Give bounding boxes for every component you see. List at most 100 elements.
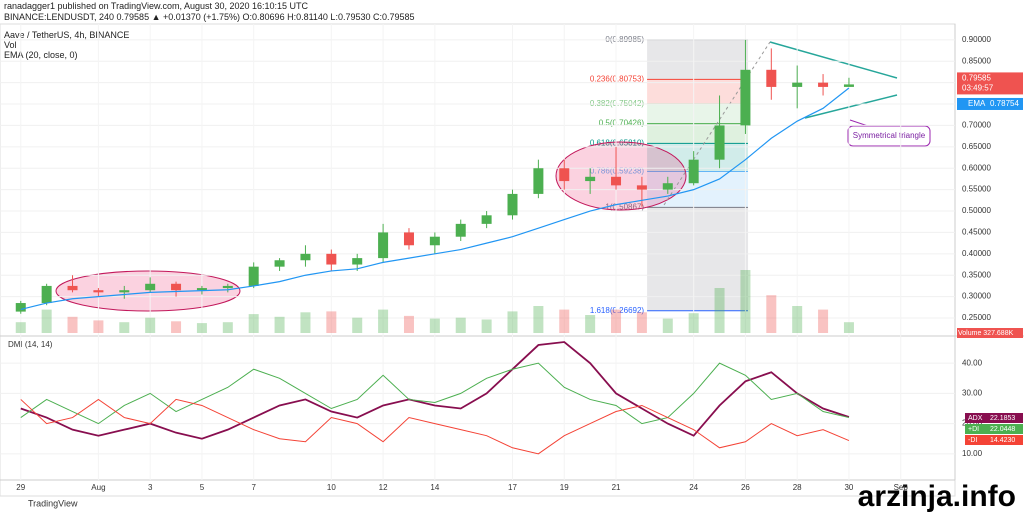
volume-bar	[585, 315, 596, 333]
volume-bar	[688, 313, 699, 333]
ema-legend: EMA (20, close, 0)	[4, 50, 78, 60]
volume-bar	[455, 317, 466, 333]
x-tick-label: 26	[741, 483, 750, 492]
fib-band	[647, 103, 749, 124]
x-tick-label: 7	[251, 483, 256, 492]
y-tick-label: 0.40000	[962, 249, 991, 258]
volume-bar	[171, 321, 182, 333]
fib-label: 0.5(0.70426)	[599, 119, 645, 128]
volume-bar	[352, 317, 363, 333]
volume-bar	[93, 320, 104, 333]
volume-bar	[119, 322, 130, 333]
fib-band	[647, 123, 749, 144]
volume-bar	[67, 316, 78, 333]
annotation: Symmetrical triangle	[853, 131, 926, 140]
x-tick-label: Aug	[91, 483, 105, 492]
candle-body	[533, 168, 544, 194]
fib-label: 0.236(0.80753)	[590, 75, 645, 84]
volume-bar	[611, 309, 622, 333]
x-tick-label: 29	[16, 483, 25, 492]
volume-bar	[843, 322, 854, 333]
candle-body	[171, 283, 182, 291]
candle-body	[300, 253, 311, 261]
y-tick-label: 0.55000	[962, 185, 991, 194]
candle-body	[636, 185, 647, 190]
y-tick-label: 0.50000	[962, 206, 991, 215]
x-tick-label: 28	[793, 483, 802, 492]
countdown: 03:49:57	[962, 84, 994, 93]
highlight-ellipse	[55, 270, 241, 312]
candle-body	[15, 303, 26, 312]
volume-bar	[429, 318, 440, 333]
volume-bar	[533, 306, 544, 333]
fib-label: 1(0.50867)	[605, 202, 644, 211]
dmi-tag-label: 22.0448	[990, 426, 1015, 433]
y-tick-label: 0.30000	[962, 292, 991, 301]
ema-tag-name: EMA	[968, 99, 986, 108]
volume-bar	[559, 309, 570, 333]
volume-bar	[300, 312, 311, 333]
candle-body	[403, 232, 414, 246]
fib-trend	[663, 41, 771, 206]
dmi-line	[20, 341, 850, 440]
dmi-line	[20, 362, 850, 425]
volume-bar	[714, 288, 725, 333]
triangle-line	[804, 94, 898, 119]
quote: BINANCE:LENDUSDT, 240 0.79585 ▲ +0.01370…	[4, 12, 415, 22]
candle-body	[248, 266, 259, 286]
volume-bar	[41, 309, 52, 333]
candle-body	[792, 82, 803, 87]
ema-line	[20, 87, 850, 311]
candle-body	[740, 69, 751, 126]
candle-body	[145, 283, 156, 291]
candle-body	[93, 290, 104, 293]
candle-body	[766, 69, 777, 87]
x-tick-label: 10	[327, 483, 336, 492]
candle-body	[455, 223, 466, 237]
candle-body	[326, 253, 337, 265]
fib-label: 1.618(0.26692)	[590, 306, 645, 315]
volume-bar	[662, 318, 673, 333]
candle-body	[274, 260, 285, 267]
candle-body	[507, 193, 518, 216]
candle-body	[196, 288, 207, 291]
dmi-tag	[965, 424, 1023, 434]
x-tick-label: 30	[844, 483, 853, 492]
ema-tag-label: 0.78754	[990, 99, 1019, 108]
volume-bar	[326, 311, 337, 333]
dmi-tag	[965, 435, 1023, 445]
candle-body	[67, 285, 78, 291]
fib-band	[647, 207, 749, 311]
dmi-tag-label: 22.1853	[990, 415, 1015, 422]
dmi-tag-label: 14.4230	[990, 437, 1015, 444]
x-tick-label: 12	[379, 483, 388, 492]
candle-body	[559, 168, 570, 182]
y-tick-label: 0.25000	[962, 313, 991, 322]
candle-body	[119, 290, 130, 293]
volume-bar	[196, 323, 207, 333]
y-tick-label: 0.85000	[962, 56, 991, 65]
fib-band	[647, 79, 749, 104]
dmi-tag-name: +DI	[968, 426, 979, 433]
volume-bar	[792, 306, 803, 333]
volume-bar	[740, 270, 751, 333]
dmi-line	[20, 398, 850, 455]
highlight-ellipse	[555, 141, 687, 211]
symbol: Aave / TetherUS, 4h, BINANCE	[4, 30, 130, 40]
candle-body	[662, 183, 673, 190]
watermark: arzinja.info	[858, 480, 1016, 513]
y-tick-label: 20.00	[962, 419, 983, 428]
y-tick-label: 0.35000	[962, 270, 991, 279]
publisher: ranadagger1 published on TradingView.com…	[4, 1, 309, 11]
volume-bar	[274, 316, 285, 333]
candle-body	[688, 159, 699, 184]
candle-body	[481, 215, 492, 224]
candle-body	[585, 176, 596, 182]
candle-body	[714, 125, 725, 160]
volume-bar	[378, 309, 389, 333]
dmi-tag	[965, 413, 1023, 423]
fib-label: 0.382(0.75042)	[590, 99, 645, 108]
x-tick-label: 3	[148, 483, 153, 492]
candle-body	[843, 84, 854, 87]
